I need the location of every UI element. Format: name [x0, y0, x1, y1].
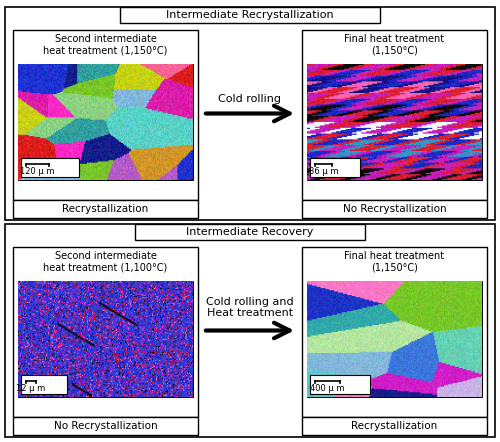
- Text: 36 μ m: 36 μ m: [309, 167, 338, 176]
- Text: 120 μ m: 120 μ m: [20, 167, 55, 176]
- Bar: [310, 158, 360, 177]
- Bar: [307, 64, 482, 180]
- Bar: [21, 375, 67, 394]
- Text: Recrystallization: Recrystallization: [352, 421, 438, 431]
- Bar: [13, 247, 198, 417]
- Bar: [120, 7, 380, 23]
- Text: Intermediate Recrystallization: Intermediate Recrystallization: [166, 10, 334, 20]
- Bar: [18, 281, 193, 397]
- Bar: [302, 247, 487, 417]
- Bar: [302, 200, 487, 218]
- Text: Final heat treatment
(1,150°C): Final heat treatment (1,150°C): [344, 34, 444, 56]
- Bar: [18, 64, 193, 180]
- Bar: [5, 7, 495, 220]
- Text: No Recrystallization: No Recrystallization: [54, 421, 158, 431]
- Text: Cold rolling: Cold rolling: [218, 94, 282, 103]
- Bar: [13, 30, 198, 200]
- Text: No Recrystallization: No Recrystallization: [342, 204, 446, 214]
- Bar: [302, 30, 487, 200]
- Bar: [135, 224, 365, 240]
- Text: Recrystallization: Recrystallization: [62, 204, 148, 214]
- Bar: [13, 417, 198, 435]
- Text: Intermediate Recovery: Intermediate Recovery: [186, 227, 314, 237]
- Text: Final heat treatment
(1,150°C): Final heat treatment (1,150°C): [344, 251, 444, 273]
- Bar: [302, 417, 487, 435]
- Text: Second intermediate
heat treatment (1,100°C): Second intermediate heat treatment (1,10…: [44, 251, 168, 273]
- Text: Second intermediate
heat treatment (1,150°C): Second intermediate heat treatment (1,15…: [44, 34, 168, 56]
- Bar: [5, 224, 495, 437]
- Bar: [13, 200, 198, 218]
- Bar: [21, 158, 79, 177]
- Text: Cold rolling and
Heat treatment: Cold rolling and Heat treatment: [206, 297, 294, 319]
- Bar: [307, 281, 482, 397]
- Bar: [310, 375, 370, 394]
- Text: 400 μ m: 400 μ m: [310, 384, 345, 393]
- Text: 12 μ m: 12 μ m: [16, 384, 46, 393]
